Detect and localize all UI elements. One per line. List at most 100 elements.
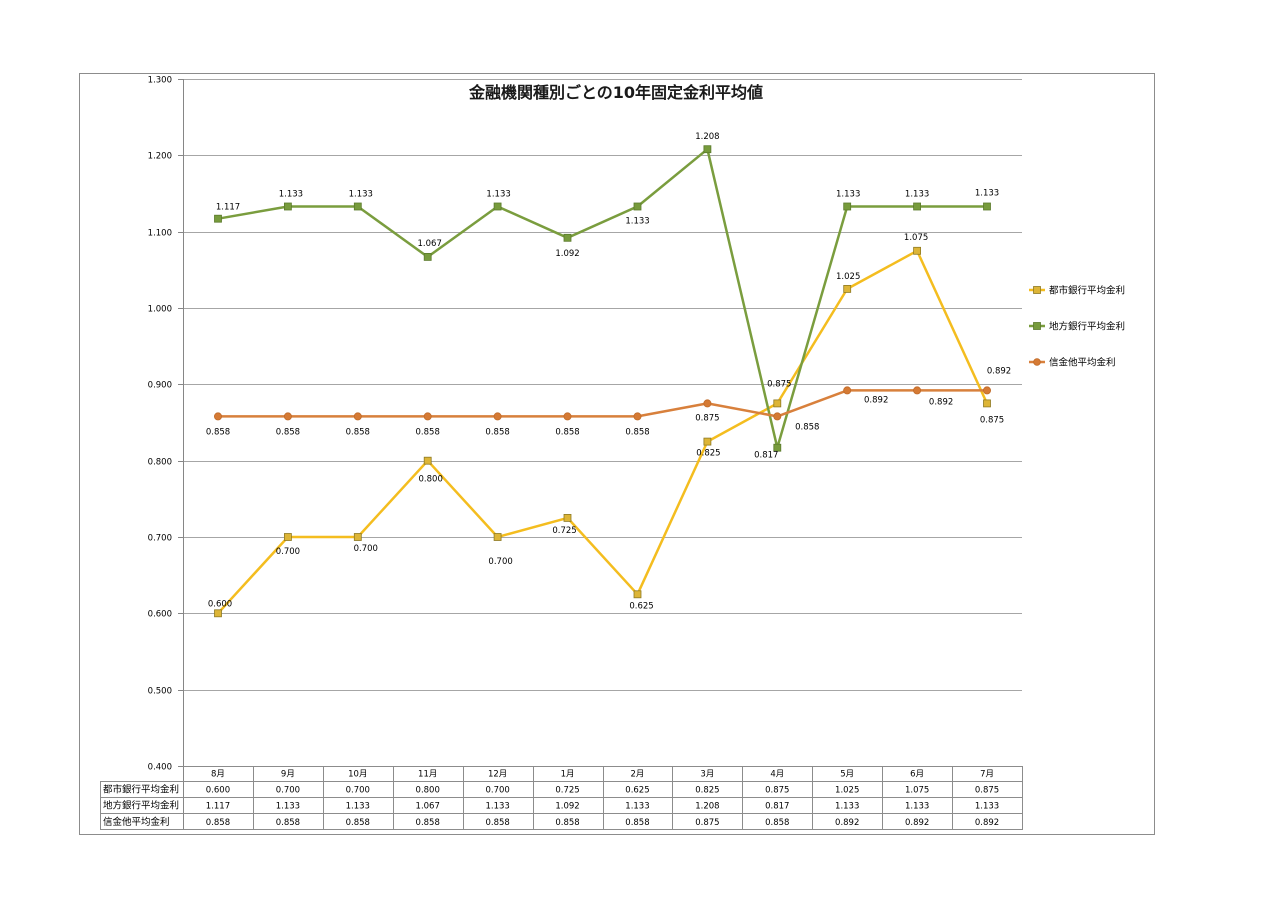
table-cell: 1.067 [416,802,440,812]
table-header-cell: 4月 [770,770,784,780]
table-cell: 1.025 [835,786,859,796]
table-cell: 0.625 [625,786,649,796]
data-point [493,202,502,211]
y-tick-label: 0.800 [148,458,172,468]
table-row-label: 都市銀行平均金利 [103,784,179,796]
table-cell: 0.700 [485,786,509,796]
data-label: 0.892 [864,395,888,405]
table-header-cell: 6月 [910,770,924,780]
plot-series [213,145,992,618]
table-header-cell: 12月 [488,770,507,780]
table-cell: 0.858 [206,818,230,828]
data-label: 0.858 [276,427,300,437]
data-point [423,412,432,421]
series-line [216,249,989,615]
data-point [493,412,502,421]
data-point [773,399,782,408]
data-label: 0.858 [206,427,230,437]
gridlines [183,79,1022,691]
data-point [703,145,712,154]
table-cell: 1.133 [485,802,509,812]
table-cell: 0.600 [206,786,230,796]
data-point [843,202,852,211]
data-label: 0.700 [488,557,512,567]
table-cell: 0.700 [276,786,300,796]
data-point [213,412,222,421]
data-label: 0.858 [795,422,819,432]
table-cell: 0.875 [975,786,999,796]
data-label: 1.075 [904,233,928,243]
table-cell: 1.208 [695,802,719,812]
table-cell: 1.133 [835,802,859,812]
table-cell: 0.875 [695,818,719,828]
data-label: 0.858 [416,427,440,437]
data-label: 0.700 [276,547,300,557]
series-line [216,389,989,418]
data-point [563,514,572,522]
data-point [563,233,572,242]
data-point [633,412,642,421]
data-label: 0.875 [767,379,791,389]
data-label: 0.858 [346,427,370,437]
data-label: 1.133 [975,189,999,199]
data-point [983,202,991,211]
data-point [563,412,572,421]
data-label: 0.858 [625,427,649,437]
data-point [843,386,852,395]
data-label: 0.892 [987,366,1011,376]
data-point [283,412,292,421]
data-labels: 0.600 0.700 0.700 0.800 0.700 0.725 0.625 0.825… [206,132,1011,611]
data-point [353,202,362,211]
y-tick-label: 1.200 [148,152,172,162]
y-tick-label: 0.600 [148,610,172,620]
data-point [773,412,782,421]
table-header-cell: 2月 [630,770,644,780]
table-cell: 1.133 [276,802,300,812]
data-label: 1.208 [695,132,719,142]
data-label: 0.725 [552,526,576,536]
table-cell: 0.700 [346,786,370,796]
data-label: 0.625 [629,601,653,611]
data-point [214,609,222,618]
legend-label: 地方銀行平均金利 [1049,321,1125,333]
data-point [353,533,362,541]
data-point [773,443,782,452]
table-cell: 0.875 [765,786,789,796]
data-point [633,202,642,211]
data-label: 1.133 [279,190,303,200]
data-point [913,246,921,255]
table-cell: 0.858 [555,818,579,828]
y-tick-label: 0.900 [148,381,172,391]
table-cell: 0.725 [555,786,579,796]
table-cell: 0.858 [765,818,789,828]
data-label: 1.117 [216,203,240,213]
series-2 [214,145,991,452]
data-label: 1.092 [555,249,579,259]
data-label: 1.133 [625,217,649,227]
table-cell: 0.892 [975,818,999,828]
y-tick-label: 0.500 [148,687,172,697]
table-cell: 0.825 [695,786,719,796]
data-table: 都市銀行平均金利 地方銀行平均金利 信金他平均金利 8月 9月 10月 11月 12月 1… [100,766,1023,830]
data-point [913,386,922,395]
data-point [493,533,502,541]
data-point [283,202,292,211]
y-tick-label: 1.000 [148,305,172,315]
table-cell: 1.092 [555,802,579,812]
legend-label: 都市銀行平均金利 [1049,285,1125,297]
table-cell: 0.858 [416,818,440,828]
data-label: 1.133 [836,190,860,200]
data-point [423,456,432,465]
table-cell: 0.858 [276,818,300,828]
data-label: 1.133 [905,190,929,200]
table-cell: 1.117 [206,802,230,812]
data-label: 0.700 [354,544,378,554]
table-header-cell: 3月 [700,770,714,780]
chart-title: 金融機関種別ごとの10年固定金利平均値 [468,83,763,102]
table-cell: 1.133 [346,802,370,812]
data-label: 0.800 [419,475,443,485]
y-tick-label: 0.700 [148,534,172,544]
legend-marker [1033,322,1041,330]
table-cell: 0.800 [416,786,440,796]
